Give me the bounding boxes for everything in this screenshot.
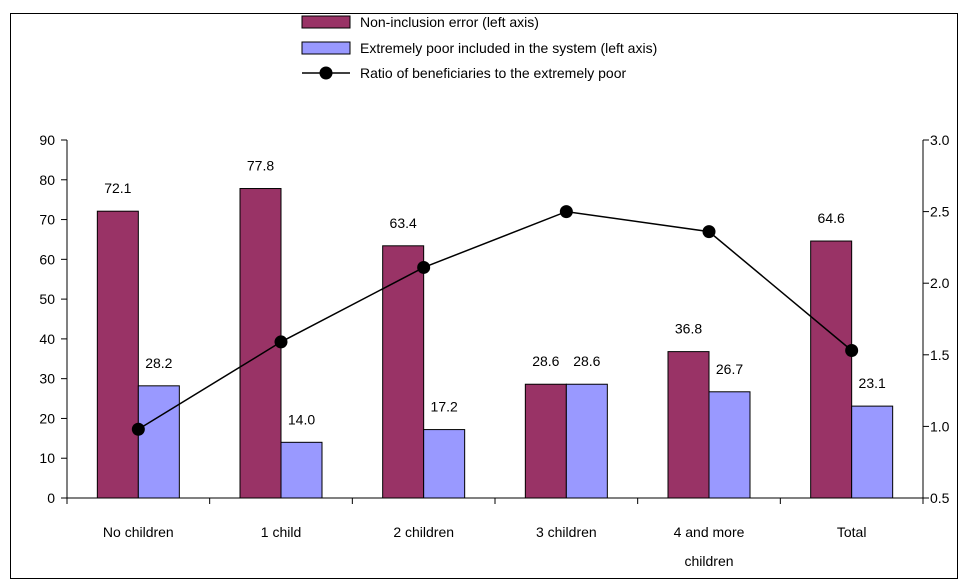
data-label-extremely-poor-0: 28.2 [145, 355, 172, 371]
data-label-non-inclusion-0: 72.1 [104, 180, 131, 196]
bar-extremely-poor-5 [851, 405, 894, 499]
data-label-non-inclusion-5: 64.6 [818, 210, 845, 226]
left-tick-label-7: 70 [39, 212, 55, 228]
legend-swatch-non-inclusion [301, 15, 351, 29]
right-tick-label-4: 2.5 [930, 204, 950, 220]
bar-non-inclusion-1 [239, 188, 282, 499]
bar-extremely-poor-1 [280, 441, 323, 499]
bar-extremely-poor-3 [565, 383, 608, 499]
left-tick-label-6: 60 [39, 251, 55, 267]
left-tick-label-4: 40 [39, 331, 55, 347]
left-tick-label-3: 30 [39, 371, 55, 387]
legend-swatch-ratio-marker [319, 66, 333, 80]
data-label-non-inclusion-4: 36.8 [675, 321, 702, 337]
x-tick-label-3: 3 children [536, 524, 597, 540]
ratio-point-0 [131, 422, 145, 436]
right-tick-label-1: 1.0 [930, 418, 950, 434]
ratio-line [137, 210, 853, 430]
right-tick-label-2: 1.5 [930, 347, 950, 363]
x-tick-label-2: 2 children [393, 524, 454, 540]
bar-non-inclusion-2 [382, 245, 425, 499]
ratio-point-5 [845, 344, 859, 358]
legend-swatch-extremely-poor [301, 41, 351, 55]
legend-label-extremely-poor: Extremely poor included in the system (l… [360, 40, 657, 56]
bar-non-inclusion-4 [667, 351, 710, 499]
bar-extremely-poor-2 [423, 429, 466, 499]
right-tick-label-0: 0.5 [930, 490, 950, 506]
bar-non-inclusion-5 [810, 240, 853, 499]
data-label-extremely-poor-2: 17.2 [431, 399, 458, 415]
legend-label-non-inclusion: Non-inclusion error (left axis) [360, 14, 539, 30]
right-tick-label-5: 3.0 [930, 132, 950, 148]
legend-label-ratio: Ratio of beneficiaries to the extremely … [360, 65, 626, 81]
data-label-extremely-poor-5: 23.1 [859, 375, 886, 391]
ratio-point-2 [417, 260, 431, 274]
left-tick-label-8: 80 [39, 172, 55, 188]
x-tick-label-4: 4 and more [674, 524, 745, 540]
x-tick-label-4-line2: children [684, 553, 733, 569]
x-tick-label-1: 1 child [261, 524, 301, 540]
left-tick-label-1: 10 [39, 450, 55, 466]
bar-extremely-poor-0 [137, 385, 180, 499]
bar-non-inclusion-0 [96, 210, 139, 499]
left-tick-label-0: 0 [47, 490, 55, 506]
ratio-point-4 [702, 225, 716, 239]
x-tick-label-5: Total [837, 524, 867, 540]
data-label-non-inclusion-3: 28.6 [532, 353, 559, 369]
left-tick-label-9: 90 [39, 132, 55, 148]
x-tick-label-0: No children [103, 524, 174, 540]
left-tick-label-5: 50 [39, 291, 55, 307]
ratio-point-1 [274, 335, 288, 349]
data-label-extremely-poor-3: 28.6 [573, 353, 600, 369]
data-label-extremely-poor-4: 26.7 [716, 361, 743, 377]
data-label-non-inclusion-2: 63.4 [390, 215, 417, 231]
bar-extremely-poor-4 [708, 391, 751, 499]
right-tick-label-3: 2.0 [930, 275, 950, 291]
data-label-non-inclusion-1: 77.8 [247, 158, 274, 174]
left-tick-label-2: 20 [39, 410, 55, 426]
data-label-extremely-poor-1: 14.0 [288, 411, 315, 427]
bar-non-inclusion-3 [524, 383, 567, 499]
ratio-point-3 [559, 205, 573, 219]
